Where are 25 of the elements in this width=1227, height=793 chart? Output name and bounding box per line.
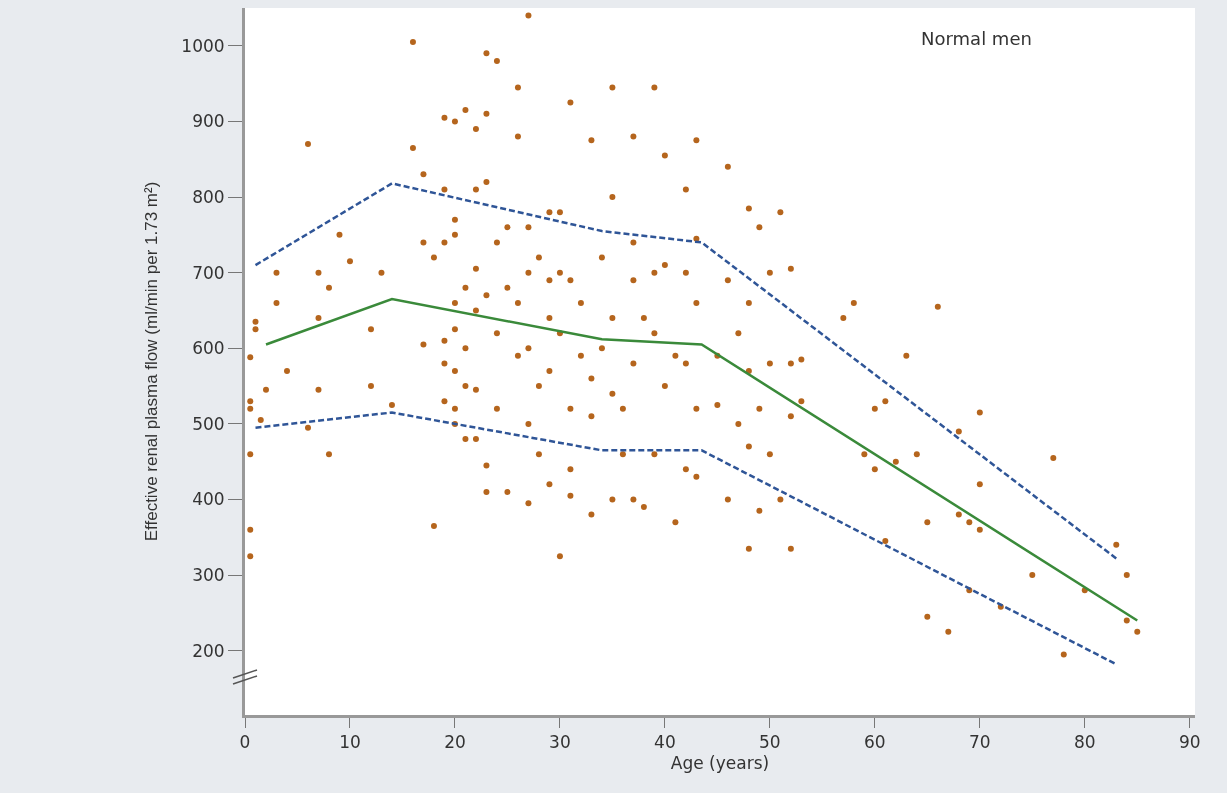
x-tick-label: 90 [1178,732,1201,753]
y-tick-label: 400 [192,489,225,510]
x-tick-label: 60 [864,732,886,753]
x-tick-label: 80 [1073,732,1096,753]
y-tick-label: 200 [192,640,225,661]
y-tick-label: 300 [192,565,225,586]
y-tick-label: 700 [192,262,225,283]
y-tick-label: 500 [192,413,225,434]
x-tick-label: 70 [968,732,991,753]
x-axis-title: Age (years) [670,752,770,773]
annotation: Normal men [921,28,1032,49]
y-axis-title: Effective renal plasma flow (ml/min per 1.73 m²) [141,181,161,542]
y-tick-label: 800 [192,186,225,207]
line-series [254,411,1118,666]
x-tick-label: 40 [654,732,676,753]
y-tick-label: 1000 [181,35,225,56]
y-tick-label: 600 [192,338,225,359]
x-tick-label: 50 [759,732,781,753]
line-series [254,182,1118,560]
line-series [264,297,1139,622]
x-tick-label: 0 [239,732,251,753]
y-tick-label: 900 [192,111,225,132]
x-tick-label: 20 [444,732,466,753]
x-tick-label: 10 [339,732,361,753]
x-tick-label: 30 [549,732,571,753]
